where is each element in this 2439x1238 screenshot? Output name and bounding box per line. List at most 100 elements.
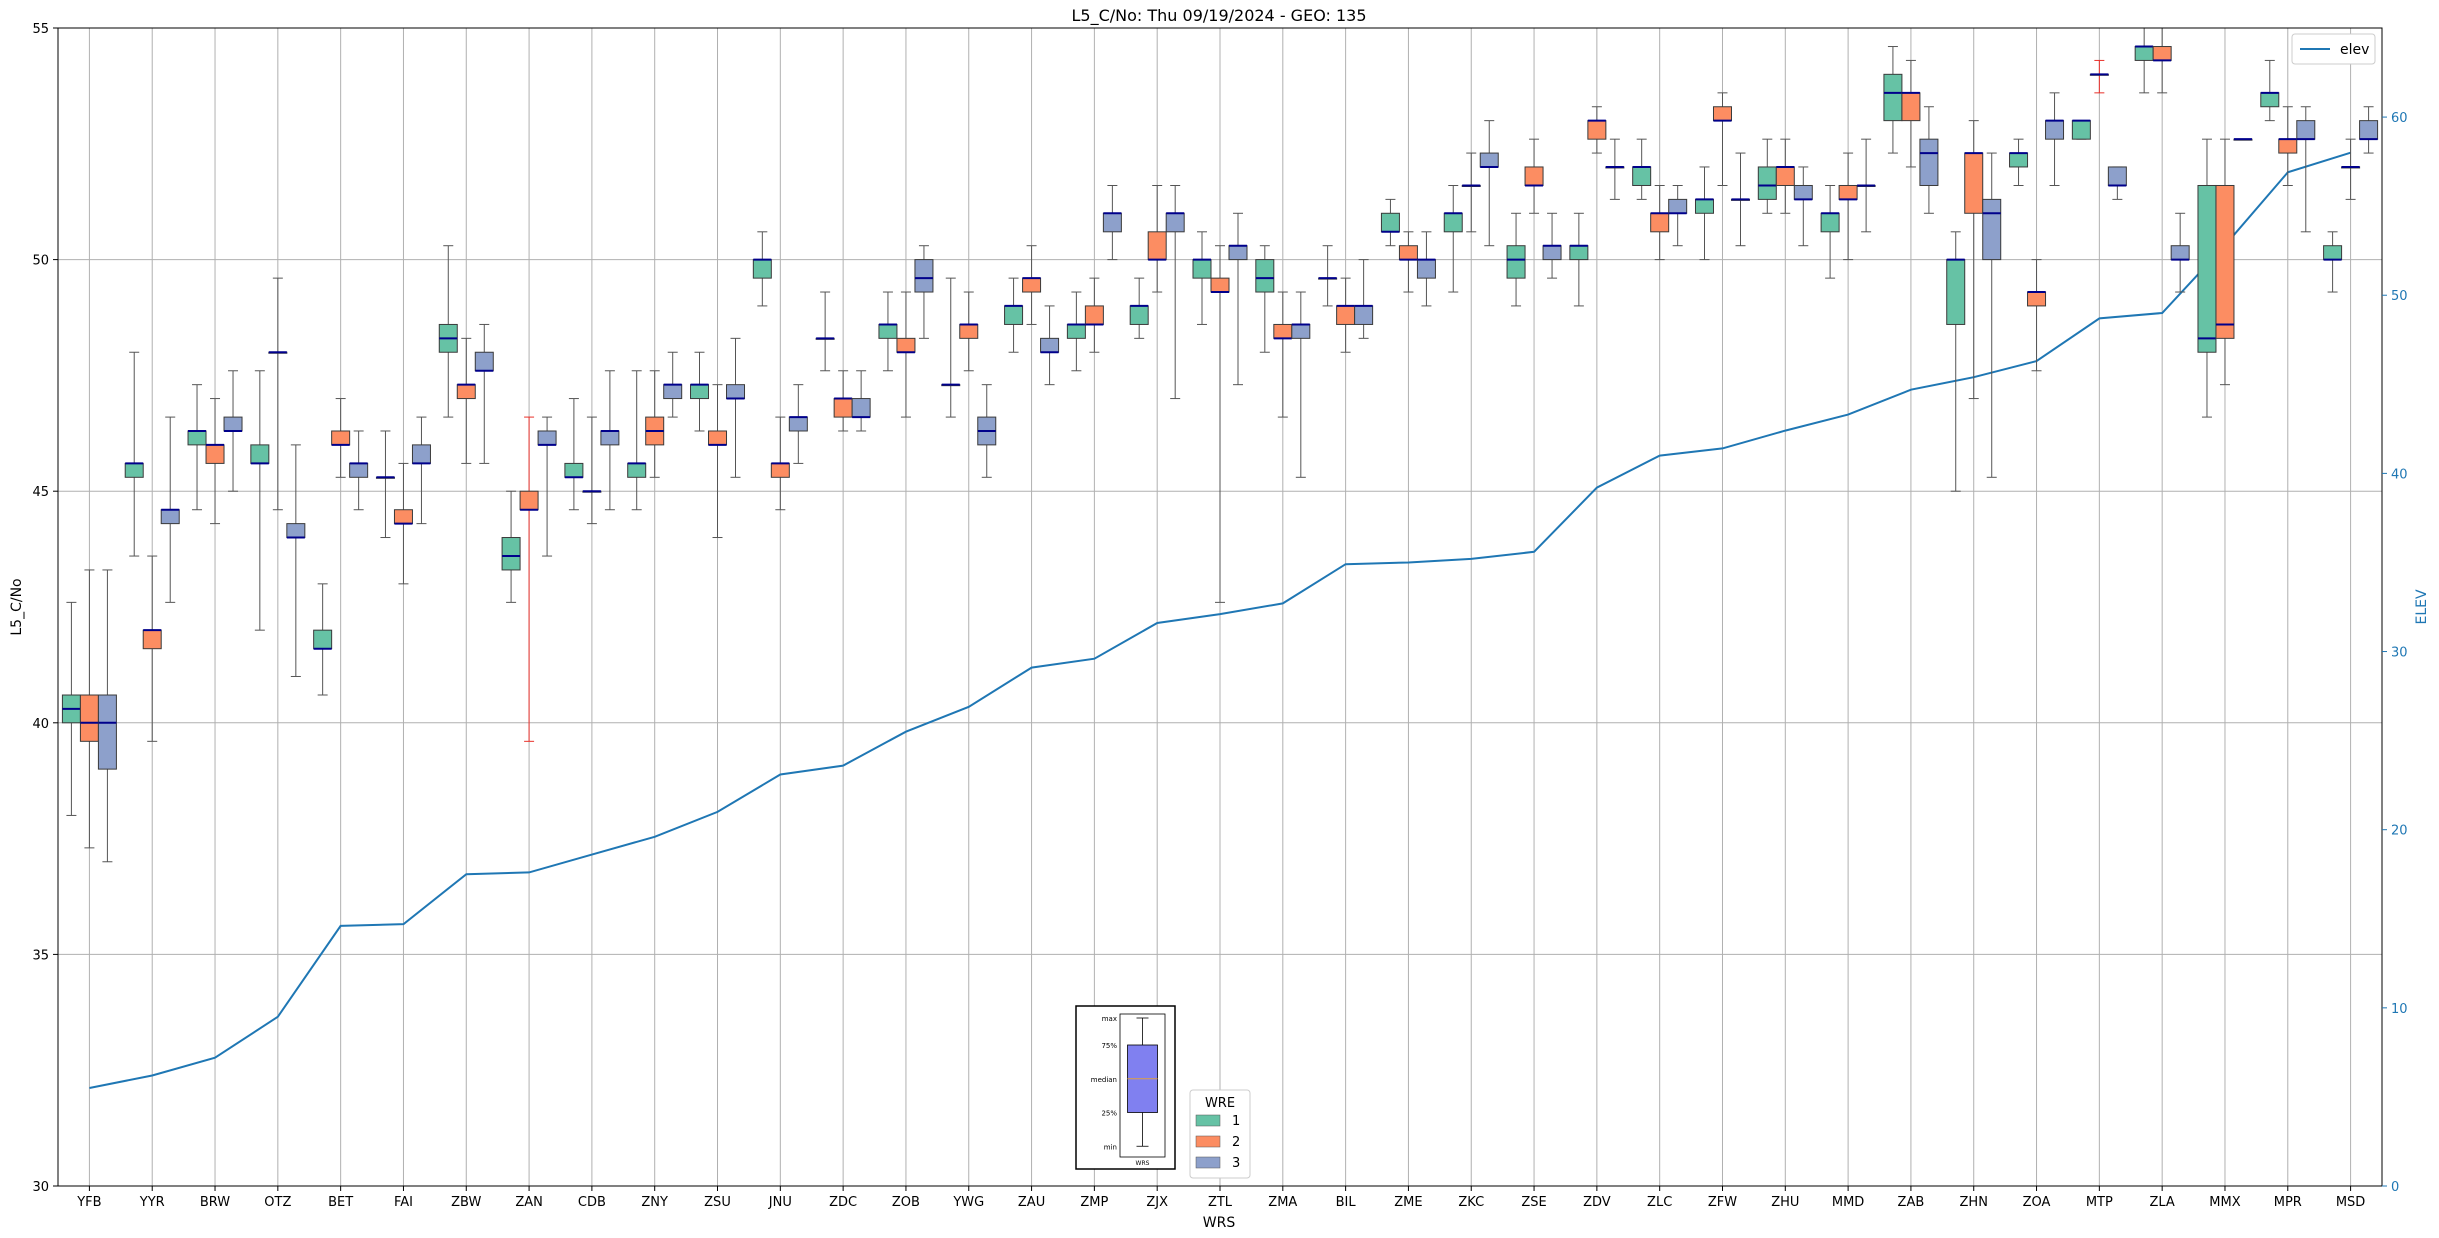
box-brw-wre1 [187, 384, 207, 511]
x-tick-label: ZJX [1146, 1195, 1168, 1210]
x-tick-label: JNU [768, 1195, 792, 1210]
box-iqr [1712, 106, 1732, 122]
box-iqr [1964, 152, 1984, 214]
box-mpr-wre1 [2260, 59, 2280, 122]
box-iqr [1210, 277, 1230, 293]
x-tick-label: CDB [578, 1195, 606, 1210]
x-tick-label: MSD [2336, 1195, 2365, 1210]
y2-tick-label: 20 [2391, 824, 2408, 839]
box-iqr [1775, 166, 1795, 186]
box-zau-wre1 [1004, 277, 1024, 353]
x-tick-label: ZSU [704, 1195, 731, 1210]
box-zhn-wre2 [1964, 120, 1984, 400]
box-zhu-wre2 [1775, 138, 1795, 214]
box-zmp-wre1 [1066, 291, 1086, 372]
box-bil-wre3 [1354, 259, 1374, 339]
box-iqr [1668, 198, 1688, 214]
box-iqr [708, 430, 728, 446]
x-tick-label: ZHU [1771, 1195, 1799, 1210]
box-otz-wre1 [250, 370, 270, 631]
box-zdc-wre3 [851, 370, 871, 432]
box-zmp-wre3 [1102, 184, 1122, 261]
inset-key-frame [1075, 1005, 1176, 1170]
box-iqr [250, 444, 270, 464]
box-zmp-wre2 [1084, 277, 1104, 353]
elev-legend-label: elev [2340, 42, 2369, 58]
box-zab-wre2 [1901, 59, 1921, 168]
box-iqr [1273, 323, 1293, 339]
box-iqr [1569, 245, 1589, 261]
box-iqr [752, 259, 772, 279]
box-zab-wre3 [1919, 106, 1939, 214]
box-zhn-wre3 [1982, 152, 2002, 478]
x-tick-label: BRW [200, 1195, 230, 1210]
box-iqr [1919, 138, 1939, 186]
box-iqr [331, 430, 351, 446]
chart-title: L5_C/No: Thu 09/19/2024 - GEO: 135 [1071, 6, 1366, 26]
box-bet-wre2 [331, 398, 351, 478]
wre-legend-swatch [1195, 1114, 1221, 1127]
box-iqr [1398, 245, 1418, 261]
box-mtp-wre2 [2089, 59, 2109, 94]
inset-xlabel: WRS [1136, 1160, 1150, 1167]
box-iqr [1192, 259, 1212, 279]
box-iqr [2071, 120, 2091, 140]
box-brw-wre2 [205, 398, 225, 525]
box-zoa-wre2 [2027, 259, 2047, 372]
box-zjx-wre3 [1165, 184, 1185, 400]
box-mmx-wre3 [2233, 138, 2253, 141]
box-zma-wre3 [1291, 291, 1311, 478]
box-iqr [1757, 166, 1777, 200]
box-zfw-wre3 [1730, 152, 1750, 247]
box-zkc-wre2 [1461, 152, 1481, 233]
box-iqr [519, 490, 539, 511]
x-tick-label: ZBW [451, 1195, 481, 1210]
y-tick-label: 35 [32, 948, 49, 963]
box-iqr [1793, 184, 1813, 200]
wre-legend-label: 2 [1232, 1135, 1240, 1150]
x-tick-label: BET [328, 1195, 353, 1210]
box-yyr-wre1 [124, 351, 144, 557]
y2-axis-label: ELEV [2414, 589, 2430, 624]
box-iqr [1084, 305, 1104, 325]
wre-legend-swatch [1195, 1135, 1221, 1148]
box-iqr [726, 384, 746, 400]
y-tick-label: 50 [32, 254, 49, 269]
box-iqr [1380, 212, 1400, 233]
box-otz-wre2 [268, 277, 288, 511]
box-iqr [1820, 212, 1840, 233]
x-tick-label: MPR [2274, 1195, 2302, 1210]
box-iqr [770, 462, 790, 478]
box-iqr [1901, 92, 1921, 122]
box-iqr [2027, 291, 2047, 307]
box-ywg-wre2 [959, 291, 979, 372]
box-iqr [205, 444, 225, 464]
box-zme-wre2 [1398, 231, 1418, 293]
y-tick-label: 30 [32, 1180, 49, 1195]
x-tick-label: ZNY [641, 1195, 668, 1210]
wre-legend-title: WRE [1205, 1096, 1235, 1111]
box-fai-wre1 [375, 430, 395, 539]
x-tick-label: OTZ [264, 1195, 291, 1210]
box-jnu-wre1 [752, 231, 772, 307]
box-ywg-wre3 [977, 384, 997, 478]
y2-tick-label: 40 [2391, 467, 2408, 482]
box-iqr [537, 430, 557, 446]
x-tick-label: ZMP [1080, 1195, 1108, 1210]
box-zhu-wre3 [1793, 166, 1813, 247]
y-tick-label: 40 [32, 717, 49, 732]
y2-tick-label: 30 [2391, 646, 2408, 661]
box-iqr [1982, 198, 2002, 261]
x-tick-label: ZOA [2023, 1195, 2051, 1210]
box-mmx-wre2 [2215, 138, 2235, 386]
x-axis: YFB YYR BRW OTZ BET FAI ZBW ZAN CDB ZNY ZSU JNU ZDC Z… [76, 1186, 2365, 1210]
box-iqr [1291, 323, 1311, 339]
box-zbw-wre2 [456, 337, 476, 464]
box-brw-wre3 [223, 370, 243, 492]
box-iqr [788, 416, 808, 432]
box-msd-wre3 [2359, 106, 2379, 154]
inset-box-key: max 75% median 25% min WRS [1075, 1005, 1176, 1170]
box-zdv-wre1 [1569, 212, 1589, 307]
box-iqr [959, 323, 979, 339]
box-zob-wre3 [914, 245, 934, 339]
